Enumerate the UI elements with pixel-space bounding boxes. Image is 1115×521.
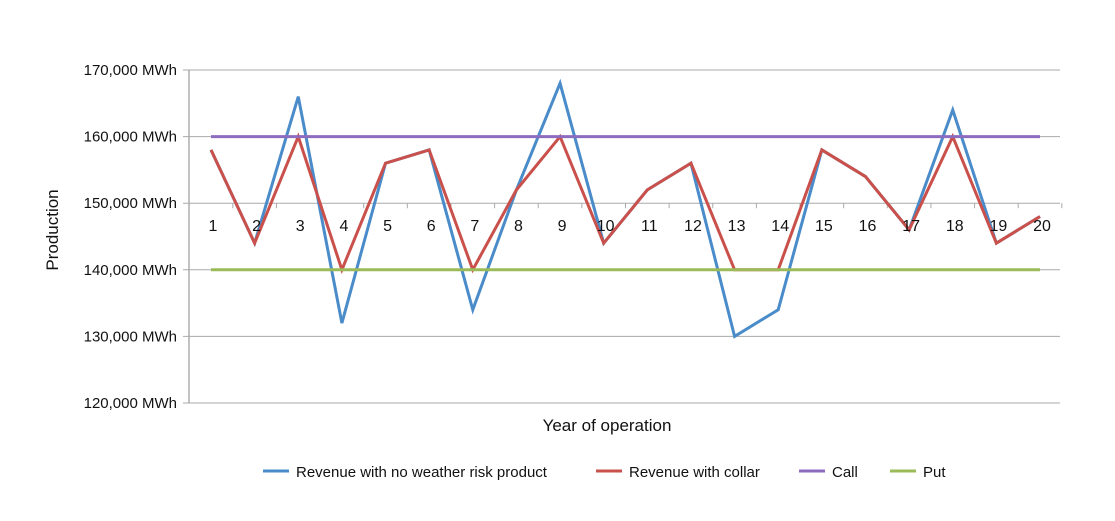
legend-label: Revenue with no weather risk product [296, 464, 548, 481]
y-axis-ticks: 120,000 MWh 130,000 MWh 140,000 MWh 150,000… [84, 62, 177, 412]
y-tick-label: 150,000 MWh [84, 195, 177, 212]
y-tick-label: 160,000 MWh [84, 129, 177, 146]
series-line-0 [209, 78, 1041, 339]
y-tick-label: 120,000 MWh [84, 395, 177, 412]
x-tick-label: 4 [339, 218, 348, 235]
x-tick-label: 7 [470, 218, 479, 235]
x-tick-label: 9 [558, 218, 567, 235]
x-tick-label: 17 [902, 218, 920, 235]
legend-label: Call [832, 464, 858, 481]
x-tick-label: 13 [728, 218, 746, 235]
x-tick-label: 18 [946, 218, 964, 235]
x-tick-label: 12 [684, 218, 702, 235]
x-tick-label: 3 [296, 218, 305, 235]
x-tick-label: 2 [252, 218, 261, 235]
legend-label: Put [923, 464, 946, 481]
x-tick-label: 1 [209, 218, 218, 235]
x-tick-label: 11 [641, 218, 658, 235]
gridlines [183, 69, 1063, 404]
series-lines [209, 78, 1041, 339]
y-tick-label: 140,000 MWh [84, 262, 177, 279]
legend: Revenue with no weather risk product Reve… [263, 464, 946, 481]
x-axis-ticks: 1 2 3 4 5 6 7 8 9 10 11 12 13 14 15 16 17 18 19 20 [209, 218, 1051, 235]
x-tick-label: 5 [383, 218, 392, 235]
x-axis-label: Year of operation [543, 416, 672, 435]
x-tick-label: 10 [597, 218, 615, 235]
x-tick-label: 6 [427, 218, 436, 235]
y-tick-label: 170,000 MWh [84, 62, 177, 79]
x-tick-label: 20 [1033, 218, 1051, 235]
x-tick-label: 8 [514, 218, 523, 235]
legend-label: Revenue with collar [629, 464, 760, 481]
x-tick-label: 15 [815, 218, 833, 235]
series-line-1 [209, 132, 1041, 275]
x-tick-label: 14 [771, 218, 789, 235]
x-tick-label: 16 [859, 218, 877, 235]
y-axis-label: Production [43, 189, 62, 270]
x-tick-label: 19 [989, 218, 1007, 235]
y-tick-label: 130,000 MWh [84, 328, 177, 345]
